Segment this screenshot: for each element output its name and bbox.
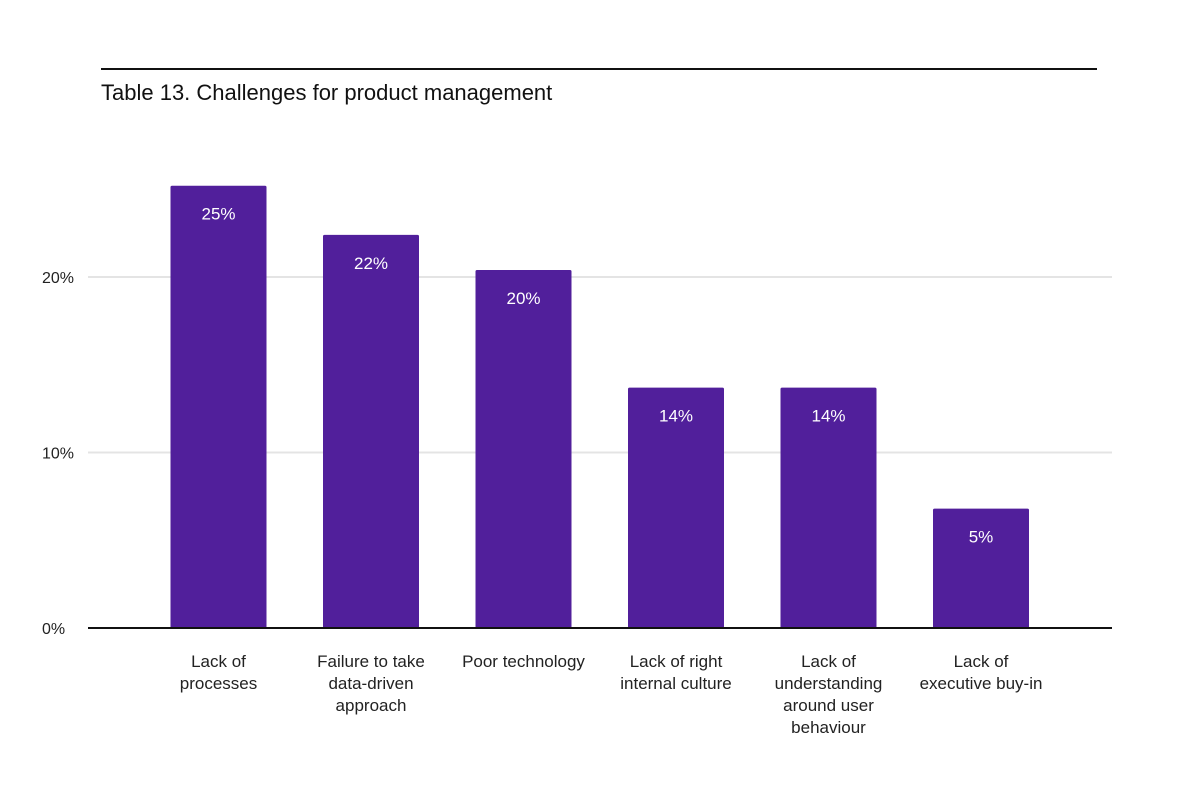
y-tick-label: 20% <box>42 270 74 287</box>
x-tick-label: Failure to take data-driven approach <box>317 652 425 715</box>
x-tick-label: Lack of right internal culture <box>620 652 732 693</box>
data-label: 14% <box>659 407 693 426</box>
bar <box>475 269 572 628</box>
data-label: 20% <box>506 289 540 308</box>
data-label: 5% <box>969 528 994 547</box>
bar <box>170 185 267 629</box>
bar <box>323 234 419 628</box>
chart-title: Table 13. Challenges for product managem… <box>101 80 553 105</box>
x-tick-label: Lack of processes <box>180 652 257 693</box>
data-label: 25% <box>201 205 235 224</box>
x-tick-label: Poor technology <box>462 652 585 671</box>
bar <box>780 387 877 628</box>
y-tick-label: 10% <box>42 446 74 463</box>
x-tick-label: Lack of understanding around user behaviour <box>775 652 883 737</box>
bar <box>628 387 724 628</box>
data-label: 14% <box>811 407 845 426</box>
data-label: 22% <box>354 254 388 273</box>
bar <box>933 508 1029 628</box>
x-tick-label: Lack of executive buy-in <box>920 652 1043 693</box>
title-rule <box>101 68 1097 70</box>
y-tick-label: 0% <box>42 621 65 638</box>
